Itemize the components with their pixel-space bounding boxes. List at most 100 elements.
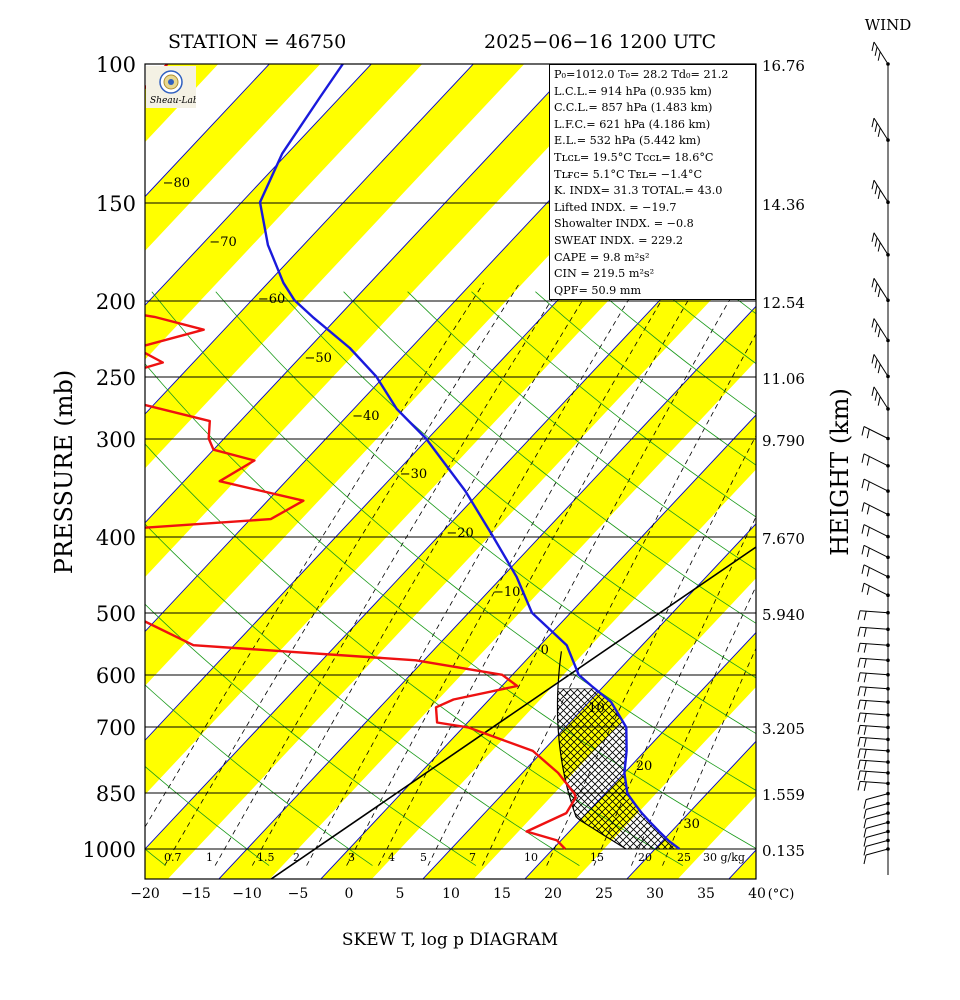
stat-line: Tʟғᴄ= 5.1°C Tᴇʟ= −1.4°C: [554, 167, 703, 181]
mixing-ratio-label: 25: [677, 851, 691, 864]
background-layers: −90−80−70−60−50−40−30−20−1001020300.711.…: [145, 0, 960, 881]
mixing-ratio-label: 15: [590, 851, 604, 864]
wind-barb-feather: [863, 771, 867, 781]
wind-barb-feather: [857, 748, 861, 759]
stat-line: C.C.L.= 857 hPa (1.483 km): [554, 101, 713, 115]
wind-barb-feather: [861, 524, 865, 534]
pressure-axis-title: PRESSURE (mb): [50, 370, 78, 575]
isotherm-label: −60: [258, 292, 285, 307]
wind-barb-feather: [871, 354, 875, 364]
height-tick-label: 14.36: [762, 196, 805, 214]
wind-barb-feather: [871, 318, 875, 328]
mixing-ratio-label: 10: [524, 851, 538, 864]
wind-barb: [873, 354, 889, 377]
wind-barb-feather: [863, 658, 867, 668]
dry-adiabat-line: [145, 848, 166, 866]
height-tick-label: 3.205: [762, 720, 805, 738]
wind-barb-feather: [863, 737, 867, 747]
mixing-ratio-label: 7: [469, 851, 476, 864]
temperature-tick-label: −20: [130, 886, 160, 902]
wind-barb-feather: [863, 643, 867, 653]
wind-barb-feather: [866, 585, 870, 595]
wind-barb-feather: [863, 818, 867, 829]
temperature-tick-label: 0: [345, 886, 354, 902]
wind-barb: [863, 478, 889, 492]
wind-barb-feather: [874, 46, 878, 56]
isotherm-stripe: [145, 64, 321, 251]
wind-barb-feather: [863, 673, 867, 683]
pressure-tick-label: 150: [96, 192, 136, 216]
stat-line: L.C.L.= 914 hPa (0.935 km): [554, 84, 712, 98]
wind-barb: [873, 386, 889, 410]
wind-barb-feather: [861, 564, 865, 574]
mixing-ratio-label: 3: [348, 851, 355, 864]
wind-barb-feather: [861, 545, 865, 555]
dry-adiabat-line: [279, 291, 756, 679]
wind-barb: [859, 736, 889, 740]
wind-barb: [865, 831, 889, 838]
temperature-unit-label: (°C): [768, 887, 795, 902]
isotherm-stripe: [145, 64, 423, 360]
mixing-ratio-line: [427, 282, 740, 866]
wind-barb: [859, 672, 889, 676]
wind-barb-feather: [874, 122, 878, 133]
wind-barb-feather: [874, 359, 878, 369]
height-axis-title: HEIGHT (km): [826, 388, 854, 556]
diagram-grid: −90−80−70−60−50−40−30−20−1001020300.711.…: [145, 0, 960, 881]
mixing-ratio-label: 1.5: [257, 851, 275, 864]
pressure-tick-label: 300: [96, 428, 136, 452]
wind-barb: [873, 278, 889, 301]
mixing-ratio-label: 30 g/kg: [703, 851, 745, 864]
wind-barb: [873, 318, 889, 341]
wind-barb-feather: [857, 712, 861, 723]
wind-barb: [859, 780, 889, 784]
wind-barb-feather: [861, 426, 865, 436]
wind-barb-feather: [866, 567, 870, 577]
temperature-tick-label: −5: [288, 886, 309, 902]
wind-barb-feather: [863, 700, 867, 710]
pressure-tick-label: 400: [96, 526, 136, 550]
wind-barb-feather: [863, 713, 867, 723]
wind-barb-feather: [863, 781, 867, 792]
stat-line: Tʟᴄʟ= 19.5°C Tᴄᴄʟ= 18.6°C: [554, 150, 714, 164]
pressure-tick-label: 200: [96, 290, 136, 314]
wind-barb-feather: [871, 180, 875, 190]
isotherm-line: [931, 0, 960, 881]
height-tick-label: 16.76: [762, 57, 805, 75]
chart-title: SKEW T, log p DIAGRAM: [342, 930, 558, 950]
wind-barb-feather: [857, 672, 861, 682]
wind-barb-feather: [857, 610, 861, 620]
wind-barb: [859, 748, 889, 752]
pressure-tick-label: 1000: [83, 838, 136, 862]
wind-barb: [859, 712, 889, 716]
pressure-tick-label: 600: [96, 664, 136, 688]
dry-adiabat-line: [855, 292, 960, 866]
sounding-indices-box: P₀=1012.0 T₀= 28.2 Td₀= 21.2 L.C.L.= 914…: [549, 64, 756, 300]
wind-level-dot: [886, 489, 890, 493]
wind-title: WIND: [865, 16, 912, 34]
wind-barb-feather: [866, 547, 870, 558]
wind-barb-feather: [857, 770, 861, 781]
wind-barb: [863, 453, 889, 467]
stat-line: SWEAT INDX. = 229.2: [554, 233, 684, 247]
mixing-ratio-label: 2: [293, 851, 300, 864]
temperature-tick-label: 40: [748, 886, 766, 902]
dry-adiabat-line: [145, 363, 756, 849]
wind-barb: [863, 582, 889, 596]
stat-line: QPF= 50.9 mm: [554, 283, 642, 297]
isotherm-stripe: [145, 64, 627, 578]
stat-line: P₀=1012.0 T₀= 28.2 Td₀= 21.2: [554, 68, 729, 81]
wind-barb-feather: [857, 658, 861, 668]
dry-adiabat-line: [919, 292, 960, 866]
height-tick-label: 11.06: [762, 370, 805, 388]
axis-labels: 100150200250300400500600700850100016.761…: [83, 53, 805, 902]
temperature-tick-label: −15: [181, 886, 211, 902]
wind-barb-feather: [863, 828, 867, 838]
height-tick-label: 7.670: [762, 530, 805, 548]
isotherm-stripe: [931, 0, 960, 881]
stat-line: Showalter INDX. = −0.8: [554, 217, 694, 231]
dry-adiabat-line: [215, 291, 756, 735]
isotherm-label: −20: [446, 526, 473, 541]
plot-frame: [144, 63, 757, 880]
